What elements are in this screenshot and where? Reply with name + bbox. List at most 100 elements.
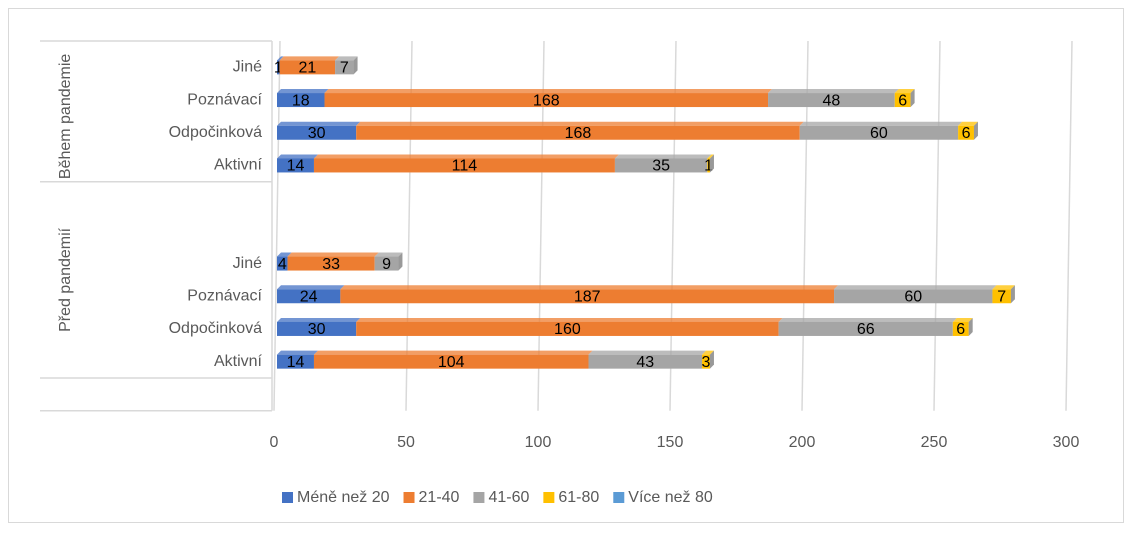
bar-top xyxy=(614,154,712,159)
x-tick-label: 100 xyxy=(525,434,552,451)
bar-segment xyxy=(313,354,589,369)
bar-segment xyxy=(324,93,769,108)
group-label: Před pandemií xyxy=(57,227,74,332)
data-label: 6 xyxy=(962,125,971,142)
bar-segment xyxy=(834,289,993,304)
data-label: 9 xyxy=(382,256,391,273)
data-label: 33 xyxy=(322,256,340,273)
bar-segment xyxy=(707,158,710,173)
bar-top xyxy=(992,285,1015,290)
data-label: 1 xyxy=(704,158,713,175)
y-tick-label: Jiné xyxy=(233,255,262,272)
y-tick-label: Aktivní xyxy=(214,157,263,174)
data-label: 7 xyxy=(997,288,1006,305)
bar-segment xyxy=(340,289,835,304)
bar-top xyxy=(313,154,619,159)
bar-top xyxy=(277,56,284,61)
data-label: 1 xyxy=(274,60,283,77)
bar-segment xyxy=(277,125,357,140)
bar-top xyxy=(952,317,973,322)
bar-segment xyxy=(277,158,314,173)
bar-segment xyxy=(277,256,288,271)
data-label: 66 xyxy=(857,321,875,338)
data-label: 24 xyxy=(300,288,318,305)
bar-side xyxy=(968,317,973,336)
bar-segment xyxy=(356,125,800,140)
bar-top xyxy=(356,121,804,126)
bar-segment xyxy=(768,93,895,108)
bar-segment xyxy=(279,60,336,75)
x-tick-label: 300 xyxy=(1053,434,1080,451)
data-label: 168 xyxy=(533,92,560,109)
data-label: 30 xyxy=(308,321,326,338)
legend-swatch xyxy=(282,492,293,503)
bar-segment xyxy=(356,321,779,336)
bar-segment xyxy=(799,125,959,140)
data-label: 30 xyxy=(308,125,326,142)
bar-top xyxy=(277,252,292,257)
x-tick-label: 50 xyxy=(397,434,415,451)
x-tick-label: 150 xyxy=(657,434,684,451)
bar-segment xyxy=(374,256,399,271)
bar-segment xyxy=(277,60,280,75)
bar-top xyxy=(588,350,707,355)
legend-swatch xyxy=(403,492,415,503)
bar-side xyxy=(398,252,403,271)
bar-top xyxy=(277,121,361,126)
data-label: 48 xyxy=(823,92,841,109)
bar-side xyxy=(910,89,915,108)
data-label: 104 xyxy=(438,354,465,371)
bar-top xyxy=(356,317,783,322)
data-label: 35 xyxy=(652,158,670,175)
bar-top xyxy=(277,89,329,94)
group-label: Během pandemie xyxy=(57,54,74,180)
data-label: 6 xyxy=(898,92,907,109)
bar-segment xyxy=(335,60,354,75)
bar-top xyxy=(313,350,593,355)
bar-segment xyxy=(313,158,615,173)
bar-segment xyxy=(958,125,974,140)
legend-label: 61-80 xyxy=(558,489,599,506)
bar-top xyxy=(335,56,358,61)
bar-top xyxy=(277,285,345,290)
data-label: 21 xyxy=(298,60,316,77)
data-label: 43 xyxy=(636,354,654,371)
bar-segment xyxy=(277,321,357,336)
bar-top xyxy=(958,121,978,126)
bar-side xyxy=(1010,285,1015,304)
legend-swatch xyxy=(473,492,485,503)
data-label: 4 xyxy=(278,256,287,273)
bar-top xyxy=(277,154,318,159)
bar-top xyxy=(768,89,899,94)
bar-segment xyxy=(778,321,953,336)
bar-side xyxy=(353,56,358,75)
bar-segment xyxy=(277,354,314,369)
data-label: 14 xyxy=(287,158,305,175)
bar-top xyxy=(279,56,340,61)
bar-top xyxy=(324,89,773,94)
bar-top xyxy=(702,350,714,355)
bar-top xyxy=(799,121,963,126)
y-tick-label: Poznávací xyxy=(187,91,262,108)
bar-segment xyxy=(614,158,708,173)
legend-label: Méně než 20 xyxy=(297,489,390,506)
legend-swatch xyxy=(613,492,625,503)
x-tick-label: 0 xyxy=(270,434,279,451)
bar-segment xyxy=(277,289,341,304)
bar-segment xyxy=(702,354,710,369)
data-label: 6 xyxy=(956,321,965,338)
y-tick-label: Jiné xyxy=(233,59,262,76)
y-tick-label: Poznávací xyxy=(187,287,262,304)
x-tick-label: 250 xyxy=(921,434,948,451)
bar-segment xyxy=(277,93,325,108)
data-label: 168 xyxy=(565,125,592,142)
legend-label: 41-60 xyxy=(488,489,529,506)
data-label: 60 xyxy=(870,125,888,142)
bar-segment xyxy=(287,256,375,271)
bar-top xyxy=(277,350,318,355)
bar-top xyxy=(277,317,361,322)
y-tick-label: Odpočinková xyxy=(169,124,262,141)
bar-top xyxy=(778,317,957,322)
bar-top xyxy=(834,285,997,290)
